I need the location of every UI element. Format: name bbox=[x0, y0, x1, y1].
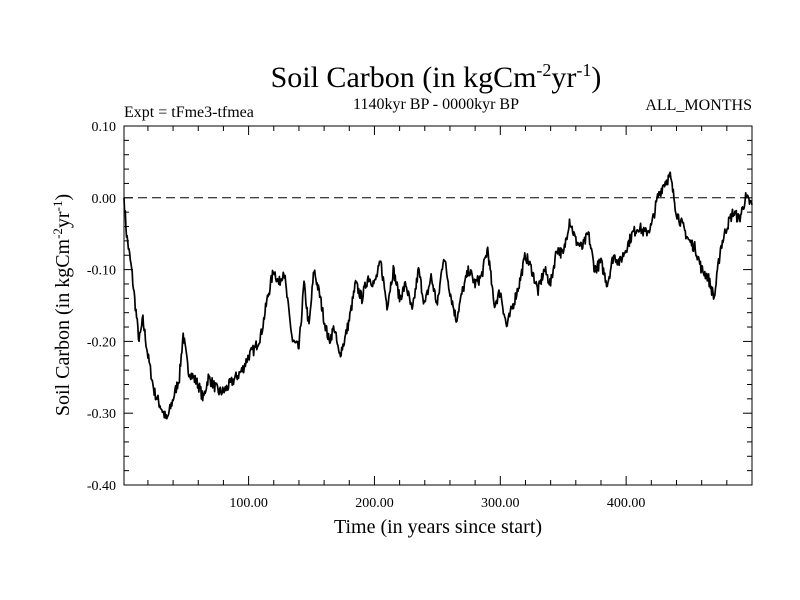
x-tick-label: 200.00 bbox=[355, 496, 394, 511]
season-label: ALL_MONTHS bbox=[645, 97, 752, 114]
y-tick-label: -0.40 bbox=[87, 479, 116, 494]
period-label: 1140kyr BP - 0000kyr BP bbox=[353, 96, 519, 113]
x-axis-tick-labels: 100.00 200.00 300.00 400.00 bbox=[229, 496, 645, 511]
experiment-label: Expt = tFme3-tfmea bbox=[124, 104, 254, 121]
plot-frame bbox=[123, 125, 753, 486]
y-tick-label: 0.10 bbox=[92, 120, 117, 135]
x-axis-ticks bbox=[147, 126, 728, 485]
y-tick-label: 0.00 bbox=[92, 192, 117, 207]
y-tick-label: -0.10 bbox=[87, 264, 116, 279]
x-axis-title: Time (in years since start) bbox=[334, 516, 542, 538]
x-tick-label: 300.00 bbox=[481, 496, 520, 511]
x-tick-label: 100.00 bbox=[229, 496, 268, 511]
y-axis-tick-labels: -0.40 -0.30 -0.20 -0.10 0.00 0.10 bbox=[87, 120, 116, 494]
chart-title: Soil Carbon (in kgCm-2yr-1) bbox=[271, 60, 602, 94]
y-tick-label: -0.20 bbox=[87, 335, 116, 350]
y-tick-label: -0.30 bbox=[87, 407, 116, 422]
y-axis-title: Soil Carbon (in kgCm-2yr-1) bbox=[50, 194, 74, 416]
series-line-soil-carbon bbox=[123, 171, 753, 420]
x-tick-label: 400.00 bbox=[607, 496, 646, 511]
